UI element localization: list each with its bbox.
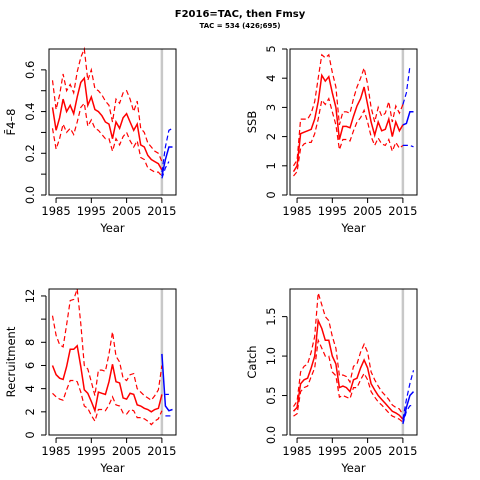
recruitment-x-tick-label: 1995 — [77, 444, 106, 458]
recruitment-y-tick-label: 4 — [23, 385, 37, 392]
ssb-y-tick-label: 3 — [264, 104, 278, 111]
catch-x-axis-title: Year — [340, 461, 366, 475]
fbar-y-tick-label: 0.0 — [23, 186, 37, 204]
fbar-x-axis-title: Year — [99, 221, 125, 235]
recruitment-y-tick-label: 12 — [23, 289, 37, 304]
fbar-x-tick-label: 1985 — [41, 204, 70, 218]
ssb-forecast-upper-ci-line — [402, 66, 411, 105]
recruitment-y-tick-label: 8 — [23, 339, 37, 346]
fbar-x-tick-label: 2015 — [147, 204, 176, 218]
recruitment-historic-upper-ci-line — [51, 288, 163, 402]
ssb-y-tick-label: 5 — [264, 45, 278, 52]
catch-y-tick-label: 0.0 — [264, 426, 278, 444]
ssb-x-tick-label: 1985 — [282, 204, 311, 218]
recruitment-x-tick-label: 2015 — [147, 444, 176, 458]
recruitment-chart: 1985 1995 2005 2015 Year 0 2 4 6 8 12 Recruitment — [4, 288, 177, 475]
catch-x-tick-label: 2015 — [388, 444, 417, 458]
catch-y-tick-label: 0.5 — [264, 386, 278, 404]
recruitment-plot-frame — [48, 288, 177, 436]
fbar-forecast-lower-ci-line — [161, 161, 170, 179]
recruitment-y-tick-label: 0 — [23, 431, 37, 438]
recruitment-y-tick-label: 2 — [23, 408, 37, 415]
fbar-historic-upper-ci-line — [51, 46, 163, 162]
catch-chart: 1985 1995 2005 2015 Year 0.0 0.5 1.0 1.5 Catch — [245, 288, 418, 475]
ssb-historic-estimate-line — [292, 73, 404, 172]
fbar-y-axis-title: F̄4–8 — [4, 109, 18, 136]
ssb-historic-lower-ci-line — [293, 97, 404, 177]
catch-x-tick-label: 1985 — [282, 444, 311, 458]
catch-historic-upper-ci-line — [292, 292, 404, 415]
fbar-historic-lower-ci-line — [51, 101, 163, 177]
catch-x-tick-label: 2005 — [353, 444, 382, 458]
fbar-forecast-estimate-line — [161, 146, 173, 177]
recruitment-y-tick-label: 6 — [23, 362, 37, 369]
ssb-forecast-lower-ci-line — [402, 144, 414, 148]
catch-y-tick-label: 1.0 — [264, 347, 278, 365]
catch-historic-estimate-line — [292, 317, 404, 420]
catch-forecast-estimate-line — [402, 391, 415, 423]
catch-forecast-upper-ci-line — [402, 370, 415, 420]
recruitment-x-tick-label: 1985 — [41, 444, 70, 458]
catch-forecast-lower-ci-line — [402, 404, 414, 425]
fbar-y-tick-label: 0.4 — [23, 102, 37, 120]
recruitment-historic-lower-ci-line — [52, 379, 163, 426]
fbar-x-tick-label: 1995 — [77, 204, 106, 218]
figure-title: F2016=TAC, then Fmsy — [174, 9, 306, 20]
fbar-x-tick-label: 2005 — [112, 204, 141, 218]
ssb-y-tick-label: 2 — [264, 133, 278, 140]
fbar-y-tick-label: 0.2 — [23, 144, 37, 162]
ssb-x-tick-label: 2005 — [353, 204, 382, 218]
ssb-y-tick-label: 1 — [264, 162, 278, 169]
figure-subtitle: TAC = 534 (426;695) — [199, 22, 281, 30]
ssb-x-tick-label: 1995 — [318, 204, 347, 218]
fbar-plot-frame — [48, 48, 177, 196]
fbar-historic-estimate-line — [51, 76, 163, 171]
catch-plot-frame — [289, 288, 418, 436]
recruitment-x-axis-title: Year — [99, 461, 125, 475]
catch-historic-lower-ci-line — [293, 338, 404, 423]
ssb-chart: 1985 1995 2005 2015 Year 0 1 2 3 4 5 SSB — [245, 45, 418, 235]
fbar-y-tick-label: 0.6 — [23, 61, 37, 79]
ssb-plot-frame — [289, 48, 418, 196]
ssb-y-tick-label: 4 — [264, 75, 278, 82]
catch-x-tick-label: 1995 — [318, 444, 347, 458]
ssb-forecast-estimate-line — [402, 111, 414, 126]
catch-y-axis-title: Catch — [245, 345, 259, 378]
catch-y-tick-label: 1.5 — [264, 307, 278, 325]
recruitment-x-tick-label: 2005 — [112, 444, 141, 458]
ssb-x-tick-label: 2015 — [388, 204, 417, 218]
recruitment-forecast-estimate-line — [161, 353, 173, 412]
ssb-x-axis-title: Year — [340, 221, 366, 235]
fbar-chart: 1985 1995 2005 2015 Year 0.0 0.2 0.4 0.6 F̄4–8 — [4, 46, 177, 235]
ssb-y-axis-title: SSB — [245, 111, 259, 134]
ssb-historic-upper-ci-line — [292, 53, 404, 167]
ssb-y-tick-label: 0 — [264, 191, 278, 198]
recruitment-y-axis-title: Recruitment — [4, 326, 18, 397]
fbar-forecast-upper-ci-line — [161, 127, 173, 173]
recruitment-historic-estimate-line — [51, 344, 163, 414]
